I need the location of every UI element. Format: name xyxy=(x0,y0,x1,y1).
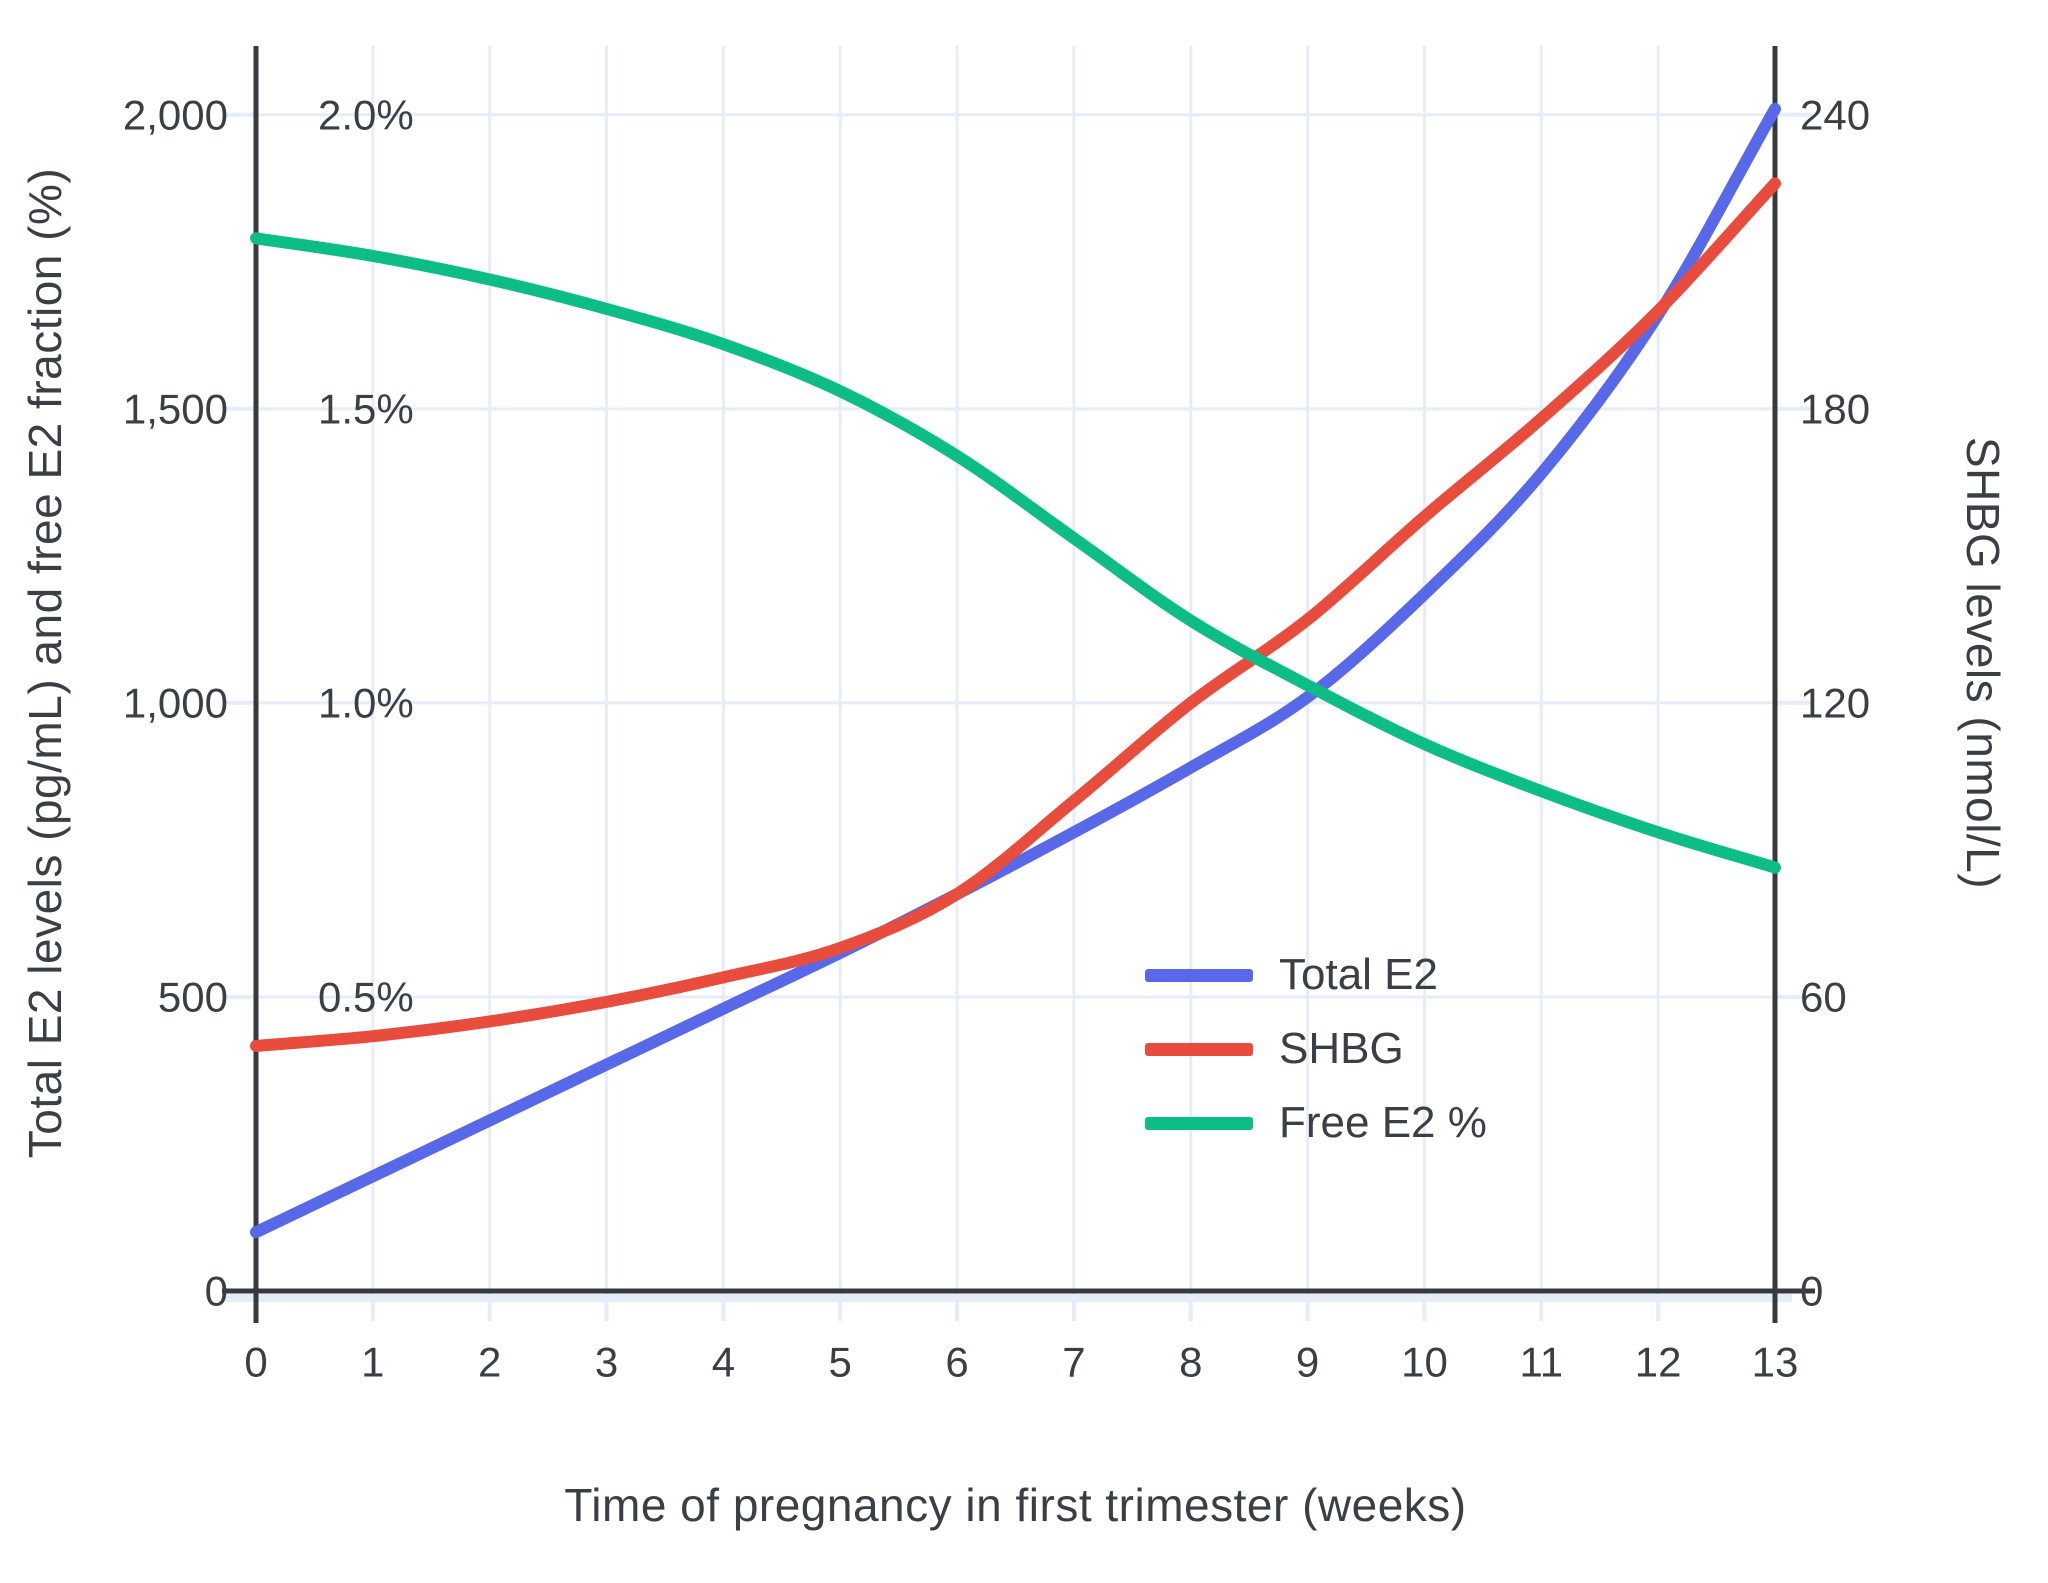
tick-label-percent-2.0%: 2.0% xyxy=(318,91,414,138)
series-line-total-e2 xyxy=(250,102,1781,1239)
right-axis-title: SHBG levels (nmol/L) xyxy=(1957,436,2009,890)
legend-label-shbg: SHBG xyxy=(1279,1024,1404,1073)
left-axis-title: Total E2 levels (pg/mL) and free E2 frac… xyxy=(19,167,71,1159)
tick-label-percent-1.0%: 1.0% xyxy=(318,679,414,726)
legend-item-free-e2-[interactable]: Free E2 % xyxy=(1145,1086,1487,1160)
legend: Total E2 SHBG Free E2 % xyxy=(1145,938,1487,1160)
legend-item-total-e2[interactable]: Total E2 xyxy=(1145,938,1487,1012)
legend-swatch-total-e2 xyxy=(1145,968,1253,982)
tick-label-left-500: 500 xyxy=(158,973,228,1020)
tick-label-x-3: 3 xyxy=(595,1339,618,1386)
legend-item-shbg[interactable]: SHBG xyxy=(1145,1012,1487,1086)
tick-label-x-12: 12 xyxy=(1635,1339,1682,1386)
tick-label-x-10: 10 xyxy=(1401,1339,1448,1386)
tick-label-left-1,000: 1,000 xyxy=(123,679,228,726)
tick-label-right-120: 120 xyxy=(1800,679,1870,726)
tick-label-percent-1.5%: 1.5% xyxy=(318,385,414,432)
tick-label-x-7: 7 xyxy=(1062,1339,1085,1386)
tick-label-x-9: 9 xyxy=(1296,1339,1319,1386)
tick-label-x-5: 5 xyxy=(829,1339,852,1386)
legend-label-total-e2: Total E2 xyxy=(1279,950,1438,999)
series-line-shbg xyxy=(250,177,1781,1052)
tick-label-right-240: 240 xyxy=(1800,91,1870,138)
tick-label-x-1: 1 xyxy=(361,1339,384,1386)
tick-label-x-8: 8 xyxy=(1179,1339,1202,1386)
tick-label-x-6: 6 xyxy=(945,1339,968,1386)
legend-swatch-shbg xyxy=(1145,1042,1253,1056)
tick-label-x-13: 13 xyxy=(1752,1339,1799,1386)
tick-label-left-1,500: 1,500 xyxy=(123,385,228,432)
legend-label-free-e2-: Free E2 % xyxy=(1279,1098,1487,1147)
tick-label-right-60: 60 xyxy=(1800,973,1847,1020)
tick-label-percent-0.5%: 0.5% xyxy=(318,973,414,1020)
tick-label-right-0: 0 xyxy=(1800,1268,1823,1315)
tick-label-x-0: 0 xyxy=(244,1339,267,1386)
tick-label-left-0: 0 xyxy=(205,1268,228,1315)
tick-label-x-4: 4 xyxy=(712,1339,735,1386)
tick-label-x-2: 2 xyxy=(478,1339,501,1386)
tick-label-x-11: 11 xyxy=(1520,1339,1564,1386)
series-line-free-e2- xyxy=(250,232,1781,874)
tick-label-left-2,000: 2,000 xyxy=(123,91,228,138)
x-axis-title: Time of pregnancy in first trimester (we… xyxy=(564,1479,1467,1531)
legend-swatch-free-e2- xyxy=(1145,1116,1253,1130)
tick-label-right-180: 180 xyxy=(1800,385,1870,432)
